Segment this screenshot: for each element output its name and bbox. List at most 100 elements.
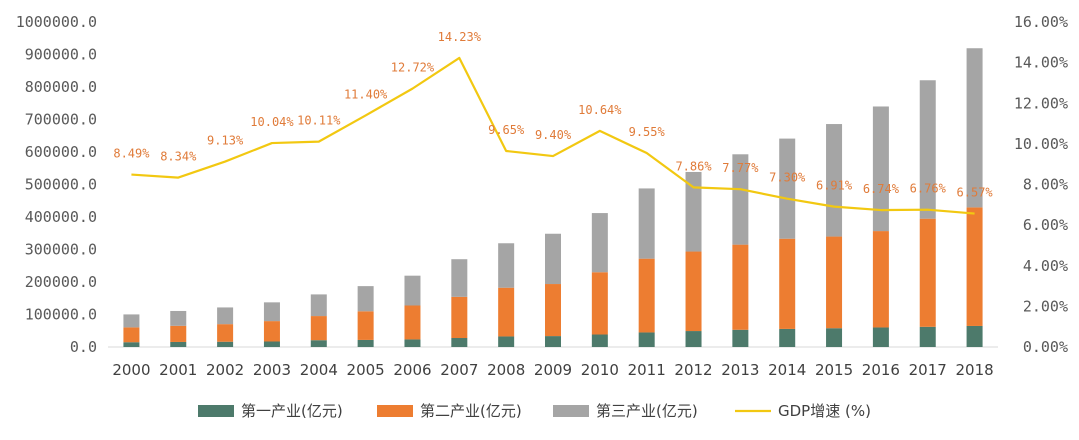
bar-segment-3 — [919, 80, 936, 219]
bar-segment-1 — [919, 326, 936, 347]
bar-segment-1 — [638, 332, 655, 347]
data-labels: 8.49% 8.34% 9.13% 10.04% 10.11%11.40%12.72% 1… — [113, 30, 993, 200]
bar-segment-3 — [779, 138, 796, 239]
bar-segment-3 — [545, 233, 561, 285]
bar-segment-3 — [638, 188, 655, 259]
bar-segment-1 — [826, 328, 843, 347]
bar-segment-1 — [591, 334, 608, 347]
bar-segment-1 — [404, 339, 421, 347]
bar-segment-2 — [685, 251, 702, 332]
gdp-growth-label: 8.49% — [113, 147, 150, 161]
bar-segment-2 — [357, 311, 374, 340]
left-tick-label: 600000.0 — [25, 143, 97, 161]
bar-segment-3 — [966, 48, 983, 208]
bar-segment-1 — [357, 339, 374, 347]
left-tick-label: 800000.0 — [25, 78, 97, 96]
bar-segment-1 — [217, 341, 234, 347]
right-tick-label: 4.00% — [1023, 257, 1068, 275]
left-tick-label: 0.0 — [70, 338, 97, 356]
right-tick-label: 14.00% — [1014, 54, 1068, 72]
left-tick-label: 900000.0 — [25, 46, 97, 64]
bar-segment-2 — [591, 272, 608, 335]
gdp-growth-label: 6.91% — [816, 179, 853, 193]
bar-segment-3 — [498, 243, 515, 288]
gdp-growth-line — [131, 56, 975, 215]
gdp-growth-label: 10.04% — [250, 115, 294, 129]
bar-segment-3 — [591, 213, 608, 273]
right-tick-label: 6.00% — [1023, 216, 1068, 234]
right-tick-label: 0.00% — [1023, 338, 1068, 356]
bar-segment-3 — [263, 302, 280, 322]
bar-segment-3 — [872, 106, 889, 232]
left-tick-label: 700000.0 — [25, 111, 97, 129]
gdp-growth-label: 9.65% — [488, 123, 525, 137]
right-tick-label: 16.00% — [1014, 13, 1068, 31]
gdp-growth-label: 11.40% — [344, 87, 388, 101]
gdp-growth-label: 12.72% — [391, 61, 435, 75]
bar-segment-1 — [310, 340, 327, 347]
gdp-growth-label: 6.76% — [910, 182, 947, 196]
bar-segment-1 — [123, 342, 140, 347]
left-tick-label: 400000.0 — [25, 208, 97, 226]
x-axis-ticks: 2000 2001 2002 2003 2004 2005 2006 2007 2008 2009… — [112, 361, 993, 379]
legend-swatch — [553, 405, 589, 417]
bar-segment-2 — [966, 207, 983, 326]
bar-segment-3 — [404, 275, 421, 306]
x-tick-label: 2007 — [440, 361, 478, 379]
bar-segment-2 — [123, 327, 140, 343]
bar-segment-3 — [217, 307, 234, 325]
gdp-growth-label: 7.77% — [722, 161, 759, 175]
left-tick-label: 300000.0 — [25, 241, 97, 259]
x-tick-label: 2009 — [534, 361, 572, 379]
bar-segment-2 — [263, 321, 280, 342]
gdp-growth-label: 9.40% — [535, 128, 572, 142]
bar-segment-3 — [123, 314, 140, 328]
gdp-growth-label: 7.86% — [675, 159, 712, 173]
bar-segment-1 — [685, 331, 702, 347]
bar-segment-2 — [872, 231, 889, 328]
bar-segment-1 — [170, 341, 187, 347]
x-tick-label: 2010 — [581, 361, 619, 379]
legend-label: 第一产业(亿元) — [241, 402, 343, 420]
x-tick-label: 2013 — [721, 361, 759, 379]
legend-swatch — [377, 405, 413, 417]
x-tick-label: 2004 — [300, 361, 338, 379]
x-tick-label: 2018 — [955, 361, 993, 379]
right-tick-label: 10.00% — [1014, 135, 1068, 153]
legend-label: GDP增速 (%) — [778, 402, 871, 420]
gdp-growth-label: 9.55% — [629, 125, 666, 139]
bar-segment-2 — [638, 258, 655, 333]
gdp-growth-label: 9.13% — [207, 134, 244, 148]
x-tick-label: 2014 — [768, 361, 806, 379]
left-tick-label: 500000.0 — [25, 176, 97, 194]
gdp-growth-polyline — [131, 56, 975, 215]
bar-segment-3 — [685, 171, 702, 252]
x-tick-label: 2011 — [628, 361, 666, 379]
x-tick-label: 2017 — [909, 361, 947, 379]
bar-segment-2 — [451, 296, 468, 339]
right-tick-label: 12.00% — [1014, 94, 1068, 112]
bar-segment-2 — [545, 284, 561, 337]
bar-segment-2 — [404, 305, 421, 340]
bar-segment-2 — [919, 218, 936, 327]
gdp-growth-label: 8.34% — [160, 150, 197, 164]
bar-segment-2 — [498, 287, 515, 337]
bar-segment-2 — [170, 325, 187, 342]
bar-segment-2 — [732, 244, 749, 330]
bar-segment-1 — [498, 336, 515, 347]
bar-segment-3 — [451, 259, 468, 297]
legend-label: 第三产业(亿元) — [596, 402, 698, 420]
bar-segment-2 — [310, 316, 327, 341]
legend-label: 第二产业(亿元) — [420, 402, 522, 420]
legend-swatch — [198, 405, 234, 417]
bar-segment-2 — [826, 236, 843, 329]
bar-segment-3 — [732, 154, 749, 245]
x-tick-label: 2015 — [815, 361, 853, 379]
bar-segment-1 — [779, 328, 796, 347]
bar-segment-2 — [217, 324, 234, 342]
gdp-growth-label: 14.23% — [438, 30, 482, 44]
x-tick-label: 2006 — [393, 361, 431, 379]
x-tick-label: 2012 — [674, 361, 712, 379]
gdp-growth-label: 10.64% — [578, 103, 622, 117]
bar-segment-1 — [966, 325, 983, 347]
